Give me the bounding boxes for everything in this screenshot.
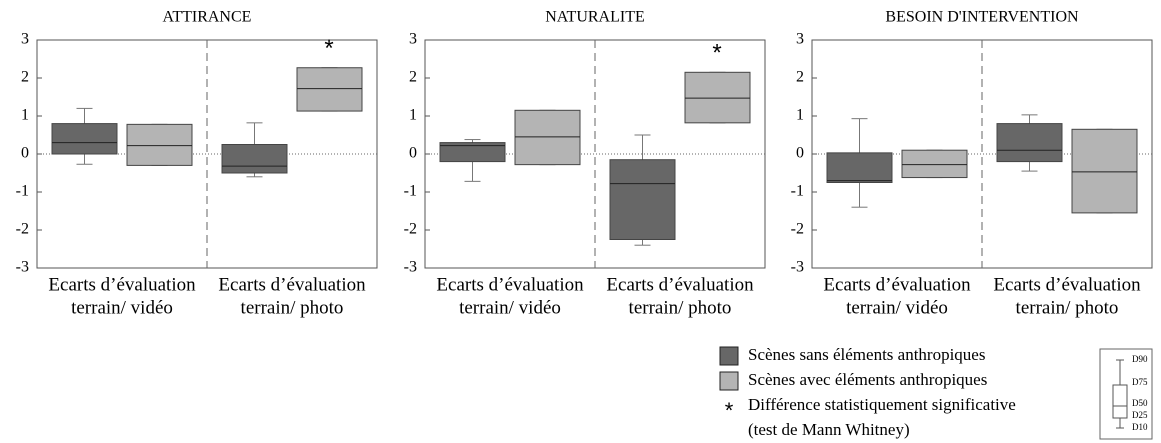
chart-title: ATTIRANCE xyxy=(163,9,252,26)
legend-swatch xyxy=(719,371,739,391)
chart-title: BESOIN D'INTERVENTION xyxy=(885,9,1079,26)
box xyxy=(1071,128,1138,214)
key-label: D50 xyxy=(1132,398,1148,408)
x-tick-label: terrain/ vidéo xyxy=(846,297,948,318)
box xyxy=(439,142,506,163)
legend-label: Scènes avec éléments anthropiques xyxy=(748,370,987,389)
box xyxy=(826,152,893,183)
box xyxy=(221,144,288,174)
x-tick-label: terrain/ vidéo xyxy=(459,297,561,318)
key-label: D10 xyxy=(1132,422,1148,432)
key-label: D75 xyxy=(1132,377,1148,387)
box xyxy=(996,123,1063,163)
y-tick-label: -3 xyxy=(16,259,29,276)
key-label: D90 xyxy=(1132,354,1148,364)
x-tick-label: Ecarts d’évaluation xyxy=(606,274,754,295)
y-tick-label: -2 xyxy=(791,221,804,238)
x-tick-label: terrain/ vidéo xyxy=(71,297,173,318)
y-tick-label: 3 xyxy=(796,31,804,48)
y-tick-label: -3 xyxy=(791,259,804,276)
box xyxy=(684,71,751,124)
y-tick-label: 0 xyxy=(409,145,417,162)
box xyxy=(51,123,118,155)
x-tick-label: Ecarts d’évaluation xyxy=(436,274,584,295)
key-label: D25 xyxy=(1132,410,1148,420)
box xyxy=(901,149,968,179)
box xyxy=(514,109,581,166)
y-tick-label: -1 xyxy=(791,183,804,200)
y-tick-label: 3 xyxy=(21,31,29,48)
y-tick-label: 3 xyxy=(409,31,417,48)
x-tick-label: terrain/ photo xyxy=(1016,297,1119,318)
chart-title: NATURALITE xyxy=(545,9,645,26)
box xyxy=(126,123,193,166)
legend-swatch xyxy=(719,346,739,366)
key-box xyxy=(1112,384,1128,419)
y-tick-label: 0 xyxy=(21,145,29,162)
significance-mark: * xyxy=(712,40,721,67)
legend-label: Scènes sans éléments anthropiques xyxy=(748,345,985,364)
significance-mark: * xyxy=(324,35,333,62)
y-tick-label: -3 xyxy=(404,259,417,276)
y-tick-label: -2 xyxy=(404,221,417,238)
x-tick-label: Ecarts d’évaluation xyxy=(993,274,1141,295)
x-tick-label: Ecarts d’évaluation xyxy=(48,274,196,295)
legend-symbol: * xyxy=(725,398,734,423)
y-tick-label: 1 xyxy=(21,107,29,124)
legend-note: Différence statistiquement significative xyxy=(748,395,1016,414)
y-tick-label: 0 xyxy=(796,145,804,162)
box xyxy=(609,159,676,240)
y-tick-label: -2 xyxy=(16,221,29,238)
x-tick-label: terrain/ photo xyxy=(241,297,344,318)
y-tick-label: 1 xyxy=(796,107,804,124)
y-tick-label: 2 xyxy=(796,69,804,86)
legend-note: (test de Mann Whitney) xyxy=(748,420,910,439)
x-tick-label: terrain/ photo xyxy=(629,297,732,318)
y-tick-label: 1 xyxy=(409,107,417,124)
x-tick-label: Ecarts d’évaluation xyxy=(823,274,971,295)
y-tick-label: 2 xyxy=(409,69,417,86)
x-tick-label: Ecarts d’évaluation xyxy=(218,274,366,295)
y-tick-label: 2 xyxy=(21,69,29,86)
key-frame xyxy=(1099,348,1153,440)
y-tick-label: -1 xyxy=(404,183,417,200)
y-tick-label: -1 xyxy=(16,183,29,200)
box xyxy=(296,67,363,112)
